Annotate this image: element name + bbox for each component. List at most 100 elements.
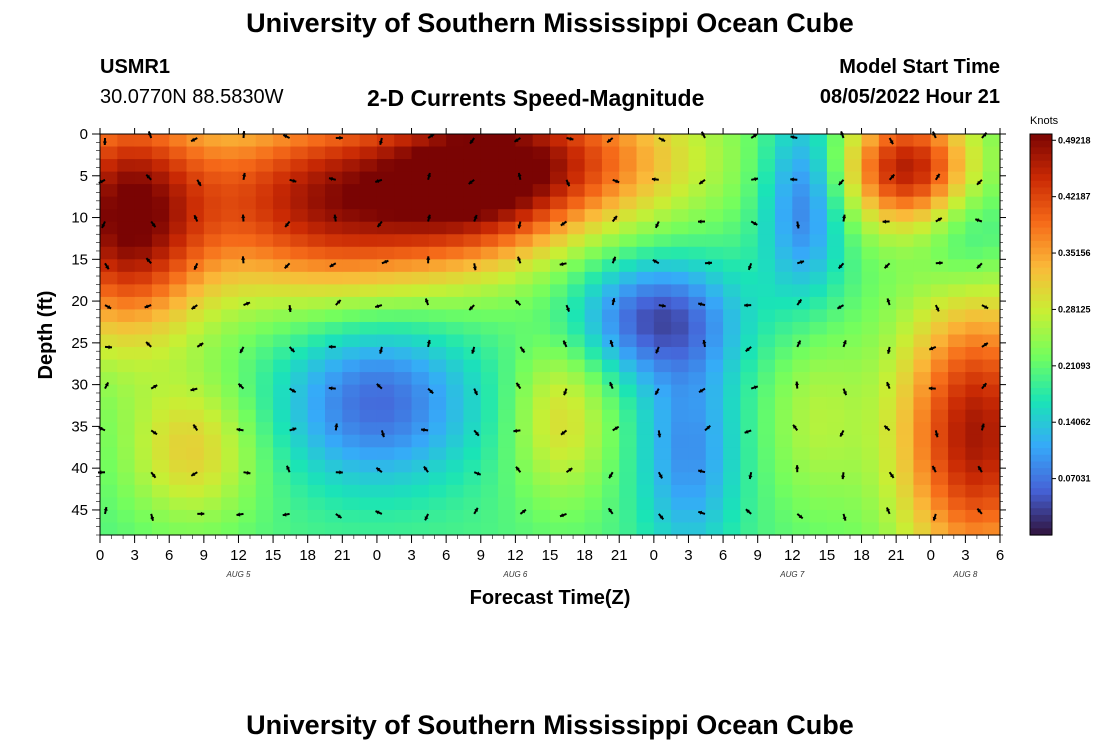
heatmap-cell xyxy=(636,347,655,361)
heatmap-cell xyxy=(982,184,1001,198)
heatmap-cell xyxy=(688,497,707,511)
heatmap-cell xyxy=(498,296,516,311)
heatmap-cell xyxy=(584,196,603,210)
heatmap-cell xyxy=(740,484,759,499)
heatmap-cell xyxy=(567,434,586,448)
heatmap-cell xyxy=(307,134,326,148)
heatmap-cell xyxy=(896,384,915,398)
heatmap-cell xyxy=(203,372,222,386)
heatmap-cell xyxy=(463,522,482,536)
heatmap-cell xyxy=(550,359,568,373)
heatmap-cell xyxy=(411,334,430,348)
heatmap-cell xyxy=(480,409,499,423)
heatmap-cell xyxy=(567,309,586,323)
heatmap-cell xyxy=(532,509,551,524)
colorbar-segment xyxy=(1030,247,1052,255)
heatmap-cell xyxy=(688,334,707,348)
heatmap-cell xyxy=(861,497,880,511)
heatmap-cell xyxy=(705,184,724,198)
heatmap-cell xyxy=(844,334,863,348)
heatmap-cell xyxy=(342,459,361,473)
heatmap-cell xyxy=(705,484,724,499)
heatmap-cell xyxy=(255,359,274,373)
heatmap-cell xyxy=(151,522,170,536)
heatmap-cell xyxy=(861,409,880,423)
heatmap-cell xyxy=(550,409,568,423)
heatmap-cell xyxy=(221,334,240,348)
heatmap-cell xyxy=(826,209,845,223)
heatmap-cell xyxy=(757,321,776,336)
heatmap-cell xyxy=(826,284,845,298)
heatmap-cell xyxy=(359,171,378,185)
heatmap-cell xyxy=(567,284,586,298)
colorbar-segment xyxy=(1030,381,1052,389)
current-vector xyxy=(375,510,383,515)
heatmap-cell xyxy=(826,159,845,173)
current-vector xyxy=(468,304,475,311)
heatmap-cell xyxy=(428,484,447,499)
heatmap-cell xyxy=(186,184,205,198)
heatmap-cell xyxy=(948,259,966,273)
heatmap-cell xyxy=(619,221,638,235)
heatmap-cell xyxy=(671,359,690,373)
heatmap-cell xyxy=(757,497,776,511)
heatmap-cell xyxy=(619,359,638,373)
heatmap-cell xyxy=(100,384,118,398)
heatmap-cell xyxy=(757,522,776,536)
heatmap-cell xyxy=(930,397,949,411)
heatmap-cell xyxy=(619,209,638,223)
heatmap-cell xyxy=(151,284,170,298)
heatmap-cell xyxy=(601,522,620,536)
heatmap-cell xyxy=(411,422,430,436)
heatmap-cell xyxy=(740,497,759,511)
heatmap-cell xyxy=(100,334,118,348)
heatmap-cell xyxy=(342,359,361,373)
heatmap-cell xyxy=(307,472,326,486)
heatmap-cell xyxy=(446,296,465,311)
heatmap-cell xyxy=(255,509,274,524)
heatmap-cell xyxy=(515,159,534,173)
heatmap-cell xyxy=(844,209,863,223)
heatmap-cell xyxy=(982,359,1001,373)
heatmap-cell xyxy=(567,409,586,423)
current-vector xyxy=(611,256,617,264)
heatmap-cell xyxy=(601,422,620,436)
heatmap-cell xyxy=(792,171,811,185)
heatmap-cell xyxy=(930,296,949,311)
heatmap-cell xyxy=(653,321,672,336)
heatmap-cell xyxy=(982,146,1001,160)
heatmap-cell xyxy=(134,384,153,398)
heatmap-cell xyxy=(515,321,534,336)
heatmap-cell xyxy=(809,497,828,511)
heatmap-cell xyxy=(982,284,1001,298)
heatmap-cell xyxy=(186,397,205,411)
current-vector xyxy=(565,467,573,474)
current-vector xyxy=(658,137,666,142)
heatmap-cell xyxy=(186,472,205,486)
heatmap-cell xyxy=(515,447,534,461)
heatmap-cell xyxy=(775,447,793,461)
heatmap-cell xyxy=(636,434,655,448)
heatmap-cell xyxy=(636,359,655,373)
x-tick-label: 18 xyxy=(576,547,593,564)
heatmap-cell xyxy=(584,447,603,461)
current-vector xyxy=(750,220,758,226)
heatmap-cell xyxy=(411,309,430,323)
heatmap-cell xyxy=(151,497,170,511)
heatmap-cell xyxy=(446,284,465,298)
heatmap-cell xyxy=(394,497,413,511)
colorbar-segment xyxy=(1030,194,1052,202)
heatmap-cell xyxy=(740,309,759,323)
heatmap-cell xyxy=(619,196,638,210)
heatmap-cell xyxy=(342,196,361,210)
heatmap-cell xyxy=(342,284,361,298)
heatmap-cell xyxy=(428,284,447,298)
heatmap-cell xyxy=(221,309,240,323)
heatmap-cell xyxy=(134,221,153,235)
heatmap-cell xyxy=(896,246,915,260)
current-vector xyxy=(792,424,799,431)
heatmap-cell xyxy=(290,334,309,348)
model-start-time: 08/05/2022 Hour 21 xyxy=(819,86,1000,108)
heatmap-cell xyxy=(792,221,811,235)
heatmap-cell xyxy=(376,171,395,185)
